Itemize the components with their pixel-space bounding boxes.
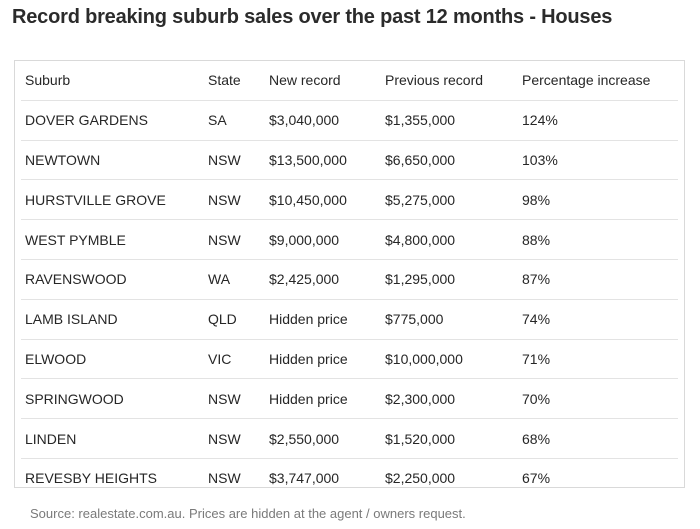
table-row: NEWTOWN NSW $13,500,000 $6,650,000 103%	[21, 140, 678, 180]
table-row: WEST PYMBLE NSW $9,000,000 $4,800,000 88…	[21, 220, 678, 260]
cell-suburb: WEST PYMBLE	[25, 231, 126, 248]
cell-percentage-increase: 74%	[522, 311, 551, 328]
cell-previous-record: $1,355,000	[385, 112, 456, 129]
cell-previous-record: $2,300,000	[385, 390, 456, 407]
cell-percentage-increase: 98%	[522, 191, 551, 208]
sales-table-container: Suburb State New record Previous record …	[14, 60, 685, 488]
cell-percentage-increase: 124%	[522, 112, 558, 129]
cell-state: NSW	[208, 231, 241, 248]
cell-percentage-increase: 71%	[522, 350, 551, 367]
cell-new-record: $2,550,000	[269, 430, 340, 447]
cell-percentage-increase: 88%	[522, 231, 551, 248]
table-row: ELWOOD VIC Hidden price $10,000,000 71%	[21, 339, 678, 379]
table-row: DOVER GARDENS SA $3,040,000 $1,355,000 1…	[21, 100, 678, 141]
cell-suburb: REVESBY HEIGHTS	[25, 470, 158, 487]
cell-state: SA	[208, 112, 227, 129]
cell-suburb: DOVER GARDENS	[25, 112, 148, 129]
header-percentage-increase: Percentage increase	[522, 72, 651, 89]
cell-suburb: RAVENSWOOD	[25, 271, 127, 288]
cell-previous-record: $775,000	[385, 311, 444, 328]
cell-new-record: Hidden price	[269, 350, 348, 367]
cell-suburb: SPRINGWOOD	[25, 390, 124, 407]
header-new-record: New record	[269, 72, 341, 89]
cell-percentage-increase: 70%	[522, 390, 551, 407]
cell-state: NSW	[208, 151, 241, 168]
header-previous-record: Previous record	[385, 72, 484, 89]
table-row: LAMB ISLAND QLD Hidden price $775,000 74…	[21, 299, 678, 340]
source-note: Source: realestate.com.au. Prices are hi…	[30, 506, 466, 521]
cell-new-record: $9,000,000	[269, 231, 340, 248]
table-header-row: Suburb State New record Previous record …	[21, 61, 678, 101]
cell-new-record: $3,747,000	[269, 470, 340, 487]
table-row: SPRINGWOOD NSW Hidden price $2,300,000 7…	[21, 379, 678, 419]
page-title: Record breaking suburb sales over the pa…	[12, 6, 613, 28]
cell-state: NSW	[208, 390, 241, 407]
cell-percentage-increase: 68%	[522, 430, 551, 447]
table-row: REVESBY HEIGHTS NSW $3,747,000 $2,250,00…	[21, 458, 678, 497]
cell-new-record: $13,500,000	[269, 151, 347, 168]
cell-suburb: LINDEN	[25, 430, 77, 447]
cell-suburb: HURSTVILLE GROVE	[25, 191, 166, 208]
cell-previous-record: $1,520,000	[385, 430, 456, 447]
header-suburb: Suburb	[25, 72, 71, 89]
cell-state: NSW	[208, 470, 241, 487]
cell-suburb: NEWTOWN	[25, 151, 101, 168]
cell-suburb: ELWOOD	[25, 350, 87, 367]
header-state: State	[208, 72, 241, 89]
cell-percentage-increase: 67%	[522, 470, 551, 487]
cell-previous-record: $6,650,000	[385, 151, 456, 168]
cell-new-record: Hidden price	[269, 311, 348, 328]
cell-previous-record: $10,000,000	[385, 350, 463, 367]
cell-previous-record: $1,295,000	[385, 271, 456, 288]
table-row: RAVENSWOOD WA $2,425,000 $1,295,000 87%	[21, 259, 678, 300]
cell-new-record: $10,450,000	[269, 191, 347, 208]
cell-new-record: Hidden price	[269, 390, 348, 407]
table-row: HURSTVILLE GROVE NSW $10,450,000 $5,275,…	[21, 180, 678, 220]
cell-previous-record: $2,250,000	[385, 470, 456, 487]
cell-suburb: LAMB ISLAND	[25, 311, 118, 328]
cell-state: VIC	[208, 350, 232, 367]
table-row: LINDEN NSW $2,550,000 $1,520,000 68%	[21, 419, 678, 459]
cell-state: WA	[208, 271, 231, 288]
cell-percentage-increase: 87%	[522, 271, 551, 288]
cell-state: NSW	[208, 191, 241, 208]
cell-state: NSW	[208, 430, 241, 447]
cell-new-record: $2,425,000	[269, 271, 340, 288]
cell-previous-record: $4,800,000	[385, 231, 456, 248]
cell-new-record: $3,040,000	[269, 112, 340, 129]
cell-state: QLD	[208, 311, 237, 328]
cell-percentage-increase: 103%	[522, 151, 558, 168]
sales-table: Suburb State New record Previous record …	[21, 61, 678, 498]
cell-previous-record: $5,275,000	[385, 191, 456, 208]
